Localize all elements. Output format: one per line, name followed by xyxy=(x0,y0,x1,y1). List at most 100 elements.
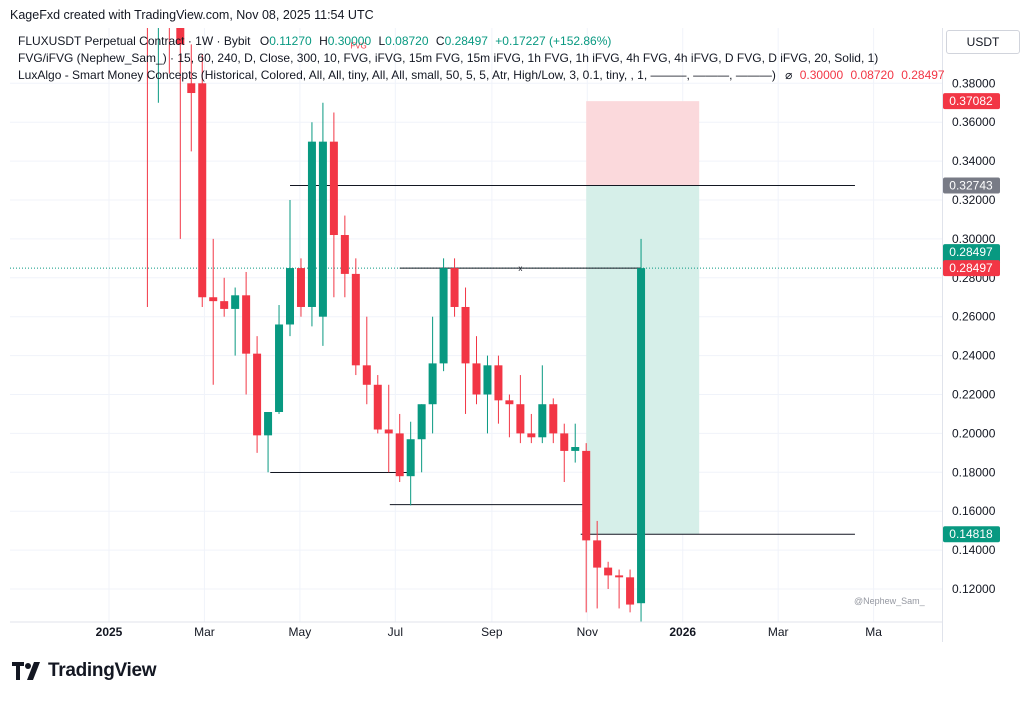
price-tick-0.12000: 0.12000 xyxy=(952,582,996,596)
created-by-line: KageFxd created with TradingView.com, No… xyxy=(10,8,374,22)
annotation-0: FVG xyxy=(350,41,366,50)
candle-body-17 xyxy=(329,141,338,236)
currency-selector[interactable]: USDT xyxy=(946,30,1020,54)
candle-body-34 xyxy=(516,404,525,434)
price-tick-0.38000: 0.38000 xyxy=(952,76,996,90)
candle-body-4 xyxy=(187,83,196,94)
candle-body-36 xyxy=(538,404,547,438)
time-tick-Nov: Nov xyxy=(577,625,598,639)
time-tick-Jul: Jul xyxy=(388,625,403,639)
fvg-indicator-legend[interactable]: FVG/iFVG (Nephew_Sam_) · 15, 60, 240, D,… xyxy=(18,51,878,65)
candle-body-42 xyxy=(604,567,613,576)
price-tick-0.36000: 0.36000 xyxy=(952,115,996,129)
candle-body-21 xyxy=(373,384,382,430)
price-axis[interactable] xyxy=(942,28,1024,642)
candle-body-28 xyxy=(450,268,459,307)
candle-body-11 xyxy=(264,412,273,436)
author-watermark: @Nephew_Sam_ xyxy=(854,596,925,606)
time-tick-Sep: Sep xyxy=(481,625,503,639)
symbol-line: FLUXUSDT Perpetual Contract · 1W · Bybit xyxy=(18,34,251,48)
price-tick-0.34000: 0.34000 xyxy=(952,154,996,168)
candle-body-6 xyxy=(209,297,218,302)
candle-body-14 xyxy=(296,268,305,307)
high-label: H xyxy=(319,34,328,48)
price-tick-0.26000: 0.26000 xyxy=(952,310,996,324)
time-tick-Mar: Mar xyxy=(768,625,789,639)
candle-body-20 xyxy=(362,365,371,385)
candle-body-5 xyxy=(198,83,207,298)
high-value: 0.30000 xyxy=(327,34,372,48)
candle-body-13 xyxy=(286,268,295,325)
price-tick-0.18000: 0.18000 xyxy=(952,465,996,479)
candle-body-12 xyxy=(275,324,284,413)
level-lines: x xyxy=(10,185,942,535)
smc-value-2: 0.08720 xyxy=(850,68,894,82)
candle-body-40 xyxy=(582,450,591,541)
price-tick-0.24000: 0.24000 xyxy=(952,349,996,363)
grid-lines xyxy=(10,28,942,622)
time-tick-May: May xyxy=(289,625,312,639)
candle-body-22 xyxy=(384,429,393,434)
symbol-legend[interactable]: FLUXUSDT Perpetual Contract · 1W · Bybit… xyxy=(18,34,611,48)
tradingview-wordmark: TradingView xyxy=(48,660,157,681)
candle-body-8 xyxy=(231,295,240,309)
candle-body-19 xyxy=(351,273,360,366)
smc-indicator-legend[interactable]: LuxAlgo - Smart Money Concepts (Historic… xyxy=(18,68,945,82)
candle-body-45 xyxy=(637,268,646,604)
candle-body-0 xyxy=(143,0,151,6)
candle-body-7 xyxy=(220,301,229,309)
smc-indicator-text: LuxAlgo - Smart Money Concepts (Historic… xyxy=(18,68,776,82)
candle-body-27 xyxy=(439,268,448,364)
price-tick-0.22000: 0.22000 xyxy=(952,388,996,402)
annotations: FVG xyxy=(350,41,366,50)
candle-body-16 xyxy=(318,141,327,317)
close-label: C xyxy=(435,34,445,48)
candle-body-18 xyxy=(340,235,349,274)
candle-body-24 xyxy=(406,439,415,477)
price-tick-0.20000: 0.20000 xyxy=(952,426,996,440)
candle-body-37 xyxy=(549,404,558,434)
low-value: 0.08720 xyxy=(385,34,429,48)
candle-body-30 xyxy=(472,363,481,395)
price-tick-0.30000: 0.30000 xyxy=(952,232,996,246)
open-value: 0.11270 xyxy=(269,34,312,48)
fvg-indicator-text: FVG/iFVG (Nephew_Sam_) · 15, 60, 240, D,… xyxy=(18,51,879,65)
candle-body-3 xyxy=(176,28,185,45)
time-tick-Mar: Mar xyxy=(194,625,215,639)
price-label-2: 0.28497 xyxy=(949,245,993,259)
tradingview-logo-icon xyxy=(12,662,40,680)
low-label: L xyxy=(378,34,386,48)
level-marker-swing-high-0.28497: x xyxy=(518,264,522,273)
candle-body-44 xyxy=(626,577,635,605)
candle-body-29 xyxy=(461,306,470,364)
candle-body-15 xyxy=(307,141,316,307)
candle-body-43 xyxy=(615,575,624,578)
price-label-1: 0.32743 xyxy=(949,179,993,193)
candle-body-9 xyxy=(242,295,251,354)
price-label-0: 0.37082 xyxy=(949,94,993,108)
price-tick-0.16000: 0.16000 xyxy=(952,504,996,518)
candle-body-25 xyxy=(417,404,426,440)
price-axis-ticks: 0.12000 0.14000 0.16000 0.18000 0.20000 0.220… xyxy=(952,76,996,596)
hidden-eye-icon[interactable]: ⌀ xyxy=(785,68,793,82)
candle-body-33 xyxy=(505,400,514,405)
candle-body-23 xyxy=(395,433,404,477)
smc-value-1: 0.30000 xyxy=(799,68,844,82)
candle-body-35 xyxy=(527,433,536,438)
candle-body-39 xyxy=(571,447,580,451)
price-label-bg-1 xyxy=(943,177,1000,194)
close-value: 0.28497 xyxy=(444,34,488,48)
candles xyxy=(143,0,646,622)
price-tick-0.32000: 0.32000 xyxy=(952,193,996,207)
tradingview-logo: TradingView xyxy=(12,660,157,682)
candle-body-41 xyxy=(593,540,602,568)
time-axis: 2025 Mar May Jul Sep Nov 2026 Mar Ma xyxy=(10,621,942,639)
candle-body-31 xyxy=(483,365,492,395)
price-label-bg-0 xyxy=(943,93,1000,110)
price-label-bg-3 xyxy=(943,260,1000,277)
price-label-bg-4 xyxy=(943,526,1000,543)
time-tick-2026: 2026 xyxy=(669,625,696,639)
price-tick-0.14000: 0.14000 xyxy=(952,543,996,557)
